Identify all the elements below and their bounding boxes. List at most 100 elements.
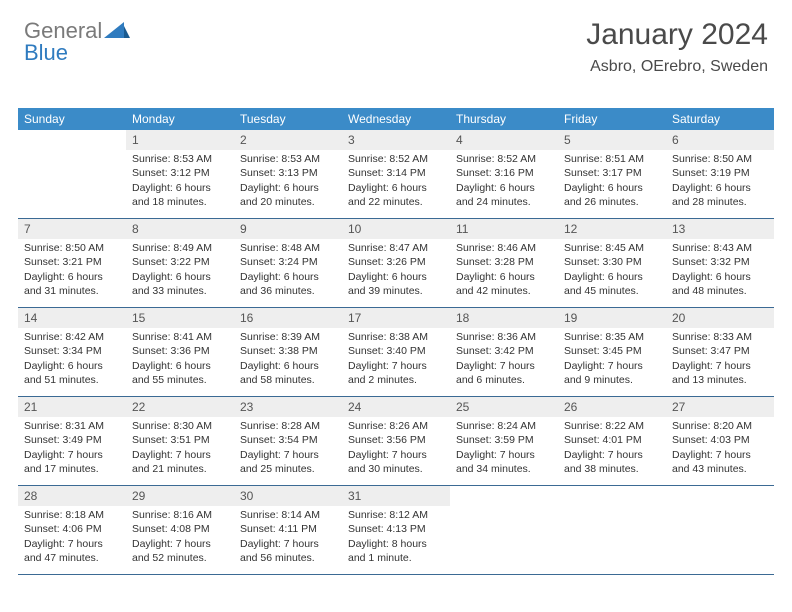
sunset-text: Sunset: 3:54 PM (240, 433, 336, 447)
week-row: 28Sunrise: 8:18 AMSunset: 4:06 PMDayligh… (18, 486, 774, 575)
sunset-text: Sunset: 3:30 PM (564, 255, 660, 269)
day-cell: 13Sunrise: 8:43 AMSunset: 3:32 PMDayligh… (666, 219, 774, 307)
sunset-text: Sunset: 3:47 PM (672, 344, 768, 358)
day-body: Sunrise: 8:43 AMSunset: 3:32 PMDaylight:… (666, 239, 774, 304)
sunset-text: Sunset: 3:59 PM (456, 433, 552, 447)
week-row: 21Sunrise: 8:31 AMSunset: 3:49 PMDayligh… (18, 397, 774, 486)
sunrise-text: Sunrise: 8:39 AM (240, 330, 336, 344)
day-number: 15 (126, 308, 234, 328)
daylight-text: Daylight: 8 hours and 1 minute. (348, 537, 444, 565)
sunrise-text: Sunrise: 8:52 AM (348, 152, 444, 166)
daylight-text: Daylight: 6 hours and 58 minutes. (240, 359, 336, 387)
daylight-text: Daylight: 6 hours and 55 minutes. (132, 359, 228, 387)
day-number: 9 (234, 219, 342, 239)
day-body: Sunrise: 8:16 AMSunset: 4:08 PMDaylight:… (126, 506, 234, 571)
daylight-text: Daylight: 6 hours and 18 minutes. (132, 181, 228, 209)
day-body: Sunrise: 8:41 AMSunset: 3:36 PMDaylight:… (126, 328, 234, 393)
daylight-text: Daylight: 6 hours and 20 minutes. (240, 181, 336, 209)
daylight-text: Daylight: 7 hours and 6 minutes. (456, 359, 552, 387)
day-number: 16 (234, 308, 342, 328)
day-number: 30 (234, 486, 342, 506)
day-body: Sunrise: 8:36 AMSunset: 3:42 PMDaylight:… (450, 328, 558, 393)
sunrise-text: Sunrise: 8:43 AM (672, 241, 768, 255)
day-body: Sunrise: 8:53 AMSunset: 3:13 PMDaylight:… (234, 150, 342, 215)
sunset-text: Sunset: 4:01 PM (564, 433, 660, 447)
sunrise-text: Sunrise: 8:31 AM (24, 419, 120, 433)
sunrise-text: Sunrise: 8:20 AM (672, 419, 768, 433)
calendar-grid: SundayMondayTuesdayWednesdayThursdayFrid… (18, 108, 774, 575)
day-number: 28 (18, 486, 126, 506)
day-body: Sunrise: 8:47 AMSunset: 3:26 PMDaylight:… (342, 239, 450, 304)
day-body: Sunrise: 8:33 AMSunset: 3:47 PMDaylight:… (666, 328, 774, 393)
day-cell (558, 486, 666, 574)
sunset-text: Sunset: 3:49 PM (24, 433, 120, 447)
sunrise-text: Sunrise: 8:53 AM (240, 152, 336, 166)
sunrise-text: Sunrise: 8:22 AM (564, 419, 660, 433)
day-cell: 17Sunrise: 8:38 AMSunset: 3:40 PMDayligh… (342, 308, 450, 396)
sunset-text: Sunset: 3:21 PM (24, 255, 120, 269)
daylight-text: Daylight: 6 hours and 45 minutes. (564, 270, 660, 298)
day-number: 19 (558, 308, 666, 328)
day-number: 27 (666, 397, 774, 417)
day-cell: 26Sunrise: 8:22 AMSunset: 4:01 PMDayligh… (558, 397, 666, 485)
day-cell (450, 486, 558, 574)
daylight-text: Daylight: 6 hours and 24 minutes. (456, 181, 552, 209)
sunset-text: Sunset: 3:13 PM (240, 166, 336, 180)
day-cell: 3Sunrise: 8:52 AMSunset: 3:14 PMDaylight… (342, 130, 450, 218)
day-cell: 14Sunrise: 8:42 AMSunset: 3:34 PMDayligh… (18, 308, 126, 396)
week-row: 14Sunrise: 8:42 AMSunset: 3:34 PMDayligh… (18, 308, 774, 397)
sunset-text: Sunset: 4:03 PM (672, 433, 768, 447)
sunrise-text: Sunrise: 8:12 AM (348, 508, 444, 522)
day-cell: 24Sunrise: 8:26 AMSunset: 3:56 PMDayligh… (342, 397, 450, 485)
day-number: 17 (342, 308, 450, 328)
day-number: 18 (450, 308, 558, 328)
day-cell (18, 130, 126, 218)
sunset-text: Sunset: 3:19 PM (672, 166, 768, 180)
day-cell: 1Sunrise: 8:53 AMSunset: 3:12 PMDaylight… (126, 130, 234, 218)
daylight-text: Daylight: 7 hours and 38 minutes. (564, 448, 660, 476)
sunrise-text: Sunrise: 8:30 AM (132, 419, 228, 433)
day-cell: 6Sunrise: 8:50 AMSunset: 3:19 PMDaylight… (666, 130, 774, 218)
day-body: Sunrise: 8:50 AMSunset: 3:19 PMDaylight:… (666, 150, 774, 215)
day-body: Sunrise: 8:31 AMSunset: 3:49 PMDaylight:… (18, 417, 126, 482)
week-row: 1Sunrise: 8:53 AMSunset: 3:12 PMDaylight… (18, 130, 774, 219)
daylight-text: Daylight: 7 hours and 21 minutes. (132, 448, 228, 476)
sunrise-text: Sunrise: 8:51 AM (564, 152, 660, 166)
day-cell: 20Sunrise: 8:33 AMSunset: 3:47 PMDayligh… (666, 308, 774, 396)
day-body: Sunrise: 8:52 AMSunset: 3:16 PMDaylight:… (450, 150, 558, 215)
day-body: Sunrise: 8:50 AMSunset: 3:21 PMDaylight:… (18, 239, 126, 304)
sunrise-text: Sunrise: 8:46 AM (456, 241, 552, 255)
day-cell: 9Sunrise: 8:48 AMSunset: 3:24 PMDaylight… (234, 219, 342, 307)
sunset-text: Sunset: 3:40 PM (348, 344, 444, 358)
sunset-text: Sunset: 3:56 PM (348, 433, 444, 447)
sunset-text: Sunset: 4:06 PM (24, 522, 120, 536)
day-cell: 19Sunrise: 8:35 AMSunset: 3:45 PMDayligh… (558, 308, 666, 396)
day-header: Thursday (450, 108, 558, 130)
day-cell: 22Sunrise: 8:30 AMSunset: 3:51 PMDayligh… (126, 397, 234, 485)
day-body: Sunrise: 8:51 AMSunset: 3:17 PMDaylight:… (558, 150, 666, 215)
day-body: Sunrise: 8:48 AMSunset: 3:24 PMDaylight:… (234, 239, 342, 304)
day-header: Saturday (666, 108, 774, 130)
sunset-text: Sunset: 3:45 PM (564, 344, 660, 358)
day-header: Monday (126, 108, 234, 130)
day-header: Wednesday (342, 108, 450, 130)
day-body: Sunrise: 8:42 AMSunset: 3:34 PMDaylight:… (18, 328, 126, 393)
day-body: Sunrise: 8:28 AMSunset: 3:54 PMDaylight:… (234, 417, 342, 482)
sunrise-text: Sunrise: 8:24 AM (456, 419, 552, 433)
day-body: Sunrise: 8:46 AMSunset: 3:28 PMDaylight:… (450, 239, 558, 304)
day-number (450, 486, 558, 506)
sunset-text: Sunset: 3:32 PM (672, 255, 768, 269)
daylight-text: Daylight: 6 hours and 31 minutes. (24, 270, 120, 298)
day-body: Sunrise: 8:52 AMSunset: 3:14 PMDaylight:… (342, 150, 450, 215)
day-body: Sunrise: 8:30 AMSunset: 3:51 PMDaylight:… (126, 417, 234, 482)
sunset-text: Sunset: 3:12 PM (132, 166, 228, 180)
sunset-text: Sunset: 4:13 PM (348, 522, 444, 536)
sunrise-text: Sunrise: 8:47 AM (348, 241, 444, 255)
day-header: Sunday (18, 108, 126, 130)
day-header: Friday (558, 108, 666, 130)
day-number: 4 (450, 130, 558, 150)
day-cell: 4Sunrise: 8:52 AMSunset: 3:16 PMDaylight… (450, 130, 558, 218)
day-body: Sunrise: 8:53 AMSunset: 3:12 PMDaylight:… (126, 150, 234, 215)
sunrise-text: Sunrise: 8:42 AM (24, 330, 120, 344)
day-number: 31 (342, 486, 450, 506)
